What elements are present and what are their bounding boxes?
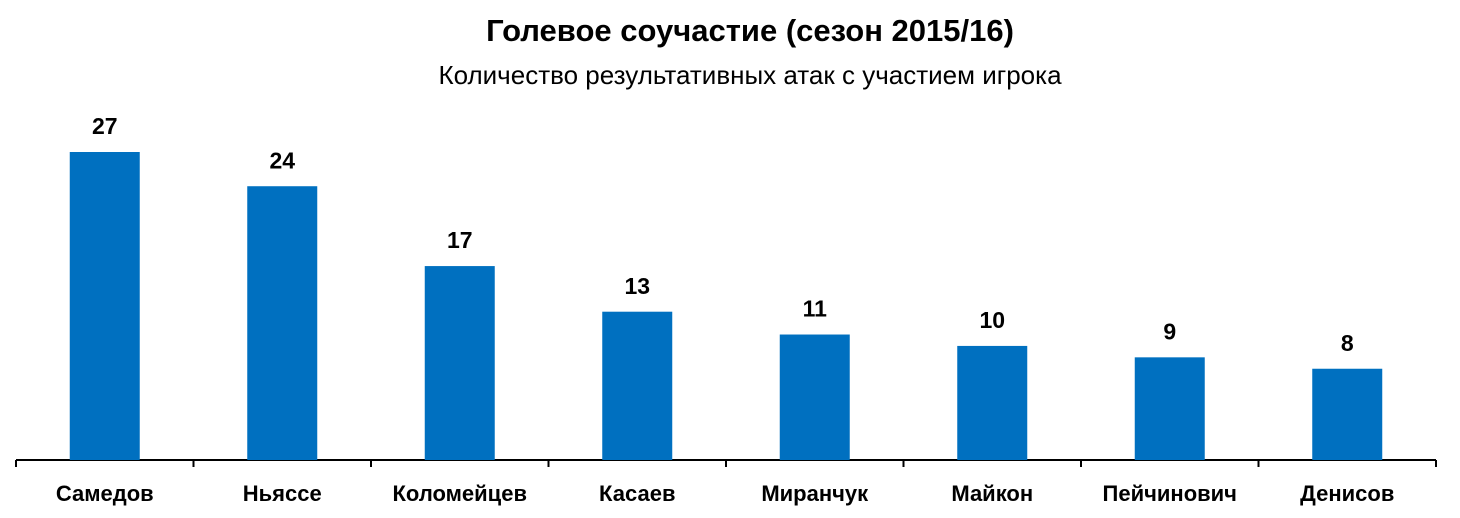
x-tick-label: Коломейцев (393, 481, 527, 506)
bar (779, 334, 850, 460)
bar (247, 186, 318, 460)
bar (1312, 368, 1383, 460)
x-tick-label: Касаев (599, 481, 675, 506)
x-tick-label: Майкон (951, 481, 1033, 506)
chart-subtitle: Количество результативных атак с участие… (438, 60, 1062, 90)
data-label: 9 (1163, 318, 1176, 344)
bar (957, 345, 1028, 460)
data-label: 27 (92, 113, 118, 139)
x-tick-label: Пейчинович (1103, 481, 1237, 506)
x-tick-label: Денисов (1300, 481, 1394, 506)
bar (69, 152, 140, 460)
data-label: 11 (803, 296, 828, 322)
x-tick-label: Ньяссе (243, 481, 322, 506)
bar (424, 266, 495, 460)
data-label: 17 (447, 227, 473, 253)
data-label: 8 (1341, 330, 1354, 356)
data-label: 10 (979, 307, 1005, 333)
x-tick-label: Миранчук (761, 481, 869, 506)
x-tick-label: Самедов (56, 481, 154, 506)
bar (602, 311, 673, 460)
data-label: 13 (624, 273, 650, 299)
bar (1134, 357, 1205, 460)
chart-title: Голевое соучастие (сезон 2015/16) (486, 13, 1014, 48)
data-label: 24 (269, 147, 295, 173)
